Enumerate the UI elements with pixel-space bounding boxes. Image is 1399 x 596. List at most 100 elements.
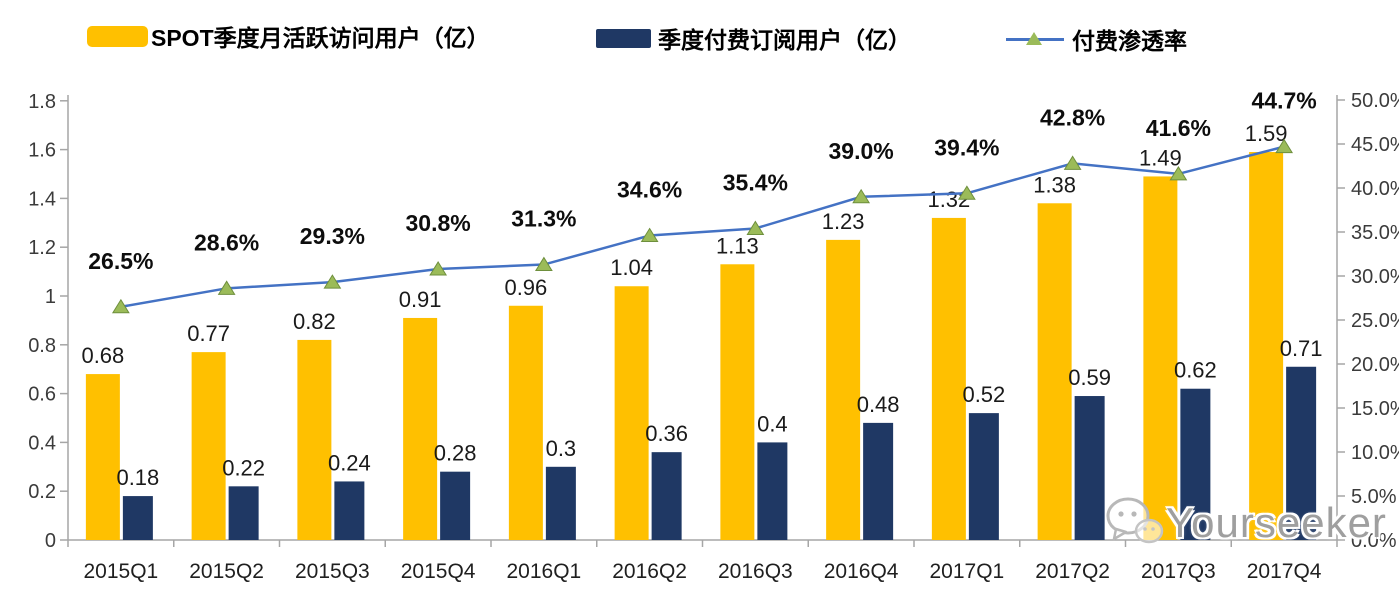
x-label-2015Q2: 2015Q2	[189, 560, 264, 583]
bar-mau-2016Q2	[614, 286, 649, 540]
penetration-marker-2015Q2	[217, 280, 236, 295]
bar-label-mau-2017Q2: 1.38	[1033, 172, 1076, 197]
x-label-2016Q3: 2016Q3	[718, 560, 793, 583]
bar-mau-2017Q2	[1037, 203, 1072, 540]
bar-paid-2015Q1	[122, 496, 153, 540]
bar-mau-2015Q2	[191, 352, 226, 540]
penetration-marker-2016Q2	[640, 227, 659, 243]
legend-item-penetration: 付费渗透率	[1006, 22, 1187, 56]
bar-mau-2017Q3	[1143, 176, 1178, 540]
bar-paid-2015Q2	[228, 486, 259, 540]
penetration-label-2017Q3: 41.6%	[1146, 115, 1211, 141]
right-axis-tick-label: 30.0%	[1351, 266, 1399, 288]
penetration-label-2015Q1: 26.5%	[88, 248, 153, 274]
penetration-marker-2016Q1	[534, 256, 553, 272]
left-axis-tick-label: 1.6	[28, 140, 56, 162]
penetration-label-2017Q2: 42.8%	[1040, 104, 1105, 130]
navy-bar-swatch-icon	[596, 28, 651, 48]
bar-label-mau-2015Q1: 0.68	[81, 343, 124, 368]
bar-mau-2015Q1	[85, 374, 120, 540]
left-axis-tick-label: 0.2	[28, 481, 56, 503]
left-axis-tick-label: 0.6	[28, 384, 56, 406]
bar-paid-2016Q2	[651, 452, 682, 540]
bar-label-paid-2017Q4: 0.71	[1280, 336, 1323, 361]
x-label-2015Q1: 2015Q1	[84, 560, 159, 583]
bar-mau-2016Q3	[720, 264, 755, 540]
bar-mau-2015Q3	[297, 339, 332, 540]
penetration-line	[120, 145, 1285, 309]
bar-paid-2016Q1	[545, 466, 576, 540]
bar-paid-2015Q4	[440, 471, 471, 540]
right-axis-tick-label: 20.0%	[1351, 354, 1399, 376]
penetration-marker-2017Q4	[1275, 138, 1294, 154]
penetration-label-2016Q2: 34.6%	[617, 177, 682, 203]
x-label-2016Q2: 2016Q2	[612, 560, 687, 583]
right-axis-tick-label: 15.0%	[1351, 398, 1399, 420]
bar-mau-2015Q4	[403, 317, 438, 540]
bar-label-mau-2015Q4: 0.91	[399, 287, 442, 312]
right-axis-tick-label: 0.0%	[1351, 530, 1397, 552]
right-axis-tick-label: 45.0%	[1351, 134, 1399, 156]
bar-label-mau-2016Q3: 1.13	[716, 233, 759, 258]
x-label-2016Q1: 2016Q1	[507, 560, 582, 583]
penetration-marker-2015Q1	[111, 298, 130, 314]
gold-bar-swatch-icon	[87, 25, 148, 47]
penetration-label-2017Q1: 39.4%	[934, 134, 999, 160]
left-axis-tick-label: 0.4	[28, 432, 56, 454]
left-axis-tick-label: 1.4	[28, 188, 56, 210]
bar-mau-2016Q4	[826, 239, 861, 540]
left-axis-tick-label: 0	[45, 530, 56, 552]
legend-item-mau: SPOT季度月活跃访问用户（亿）	[87, 19, 490, 53]
bar-paid-2017Q1	[968, 413, 999, 540]
bar-label-paid-2015Q4: 0.28	[434, 441, 477, 466]
left-axis-tick-label: 1	[45, 286, 56, 308]
penetration-marker-2016Q4	[852, 188, 871, 204]
bar-label-mau-2017Q4: 1.59	[1245, 121, 1288, 146]
legend-label-paid: 季度付费订阅用户（亿）	[658, 27, 911, 53]
penetration-marker-2015Q3	[323, 274, 342, 289]
x-label-2017Q3: 2017Q3	[1141, 560, 1216, 583]
bar-label-mau-2015Q3: 0.82	[293, 309, 336, 334]
penetration-label-2015Q3: 29.3%	[300, 223, 365, 249]
x-label-2017Q2: 2017Q2	[1035, 560, 1110, 583]
bar-label-paid-2016Q4: 0.48	[857, 392, 900, 417]
bar-label-mau-2015Q2: 0.77	[187, 321, 230, 346]
penetration-marker-2017Q2	[1063, 155, 1082, 170]
bar-paid-2017Q2	[1074, 396, 1105, 540]
bar-paid-2017Q3	[1180, 388, 1211, 540]
bar-label-paid-2015Q2: 0.22	[222, 455, 265, 480]
right-axis-tick-label: 5.0%	[1351, 486, 1397, 508]
legend-item-paid: 季度付费订阅用户（亿）	[596, 21, 911, 55]
bar-paid-2016Q3	[757, 442, 788, 540]
penetration-marker-2015Q4	[429, 261, 448, 276]
penetration-marker-2017Q1	[957, 185, 976, 200]
bar-mau-2017Q4	[1249, 152, 1284, 541]
bar-label-paid-2015Q3: 0.24	[328, 450, 371, 475]
x-label-2017Q4: 2017Q4	[1247, 560, 1322, 583]
penetration-marker-2017Q3	[1169, 165, 1188, 181]
right-axis-tick-label: 40.0%	[1351, 178, 1399, 200]
bar-mau-2016Q1	[508, 305, 543, 540]
bar-label-paid-2017Q3: 0.62	[1174, 358, 1217, 383]
bar-label-mau-2016Q2: 1.04	[610, 255, 653, 280]
bar-label-mau-2017Q3: 1.49	[1139, 145, 1182, 170]
x-label-2015Q3: 2015Q3	[295, 560, 370, 583]
bar-label-mau-2016Q1: 0.96	[504, 275, 547, 300]
left-axis-tick-label: 1.2	[28, 237, 56, 259]
bar-label-paid-2017Q1: 0.52	[962, 382, 1005, 407]
bar-paid-2017Q4	[1286, 366, 1317, 540]
bar-label-paid-2016Q2: 0.36	[645, 421, 688, 446]
penetration-label-2016Q4: 39.0%	[829, 138, 894, 164]
bar-label-paid-2016Q1: 0.3	[546, 436, 577, 461]
x-label-2017Q1: 2017Q1	[930, 560, 1005, 583]
bar-label-mau-2016Q4: 1.23	[822, 209, 865, 234]
penetration-label-2015Q2: 28.6%	[194, 229, 259, 255]
penetration-label-2017Q4: 44.7%	[1252, 88, 1317, 114]
right-axis-tick-label: 25.0%	[1351, 310, 1399, 332]
legend-label-mau: SPOT季度月活跃访问用户（亿）	[151, 25, 490, 51]
x-label-2016Q4: 2016Q4	[824, 560, 899, 583]
bar-label-paid-2016Q3: 0.4	[757, 411, 788, 436]
penetration-label-2016Q1: 31.3%	[511, 206, 576, 232]
